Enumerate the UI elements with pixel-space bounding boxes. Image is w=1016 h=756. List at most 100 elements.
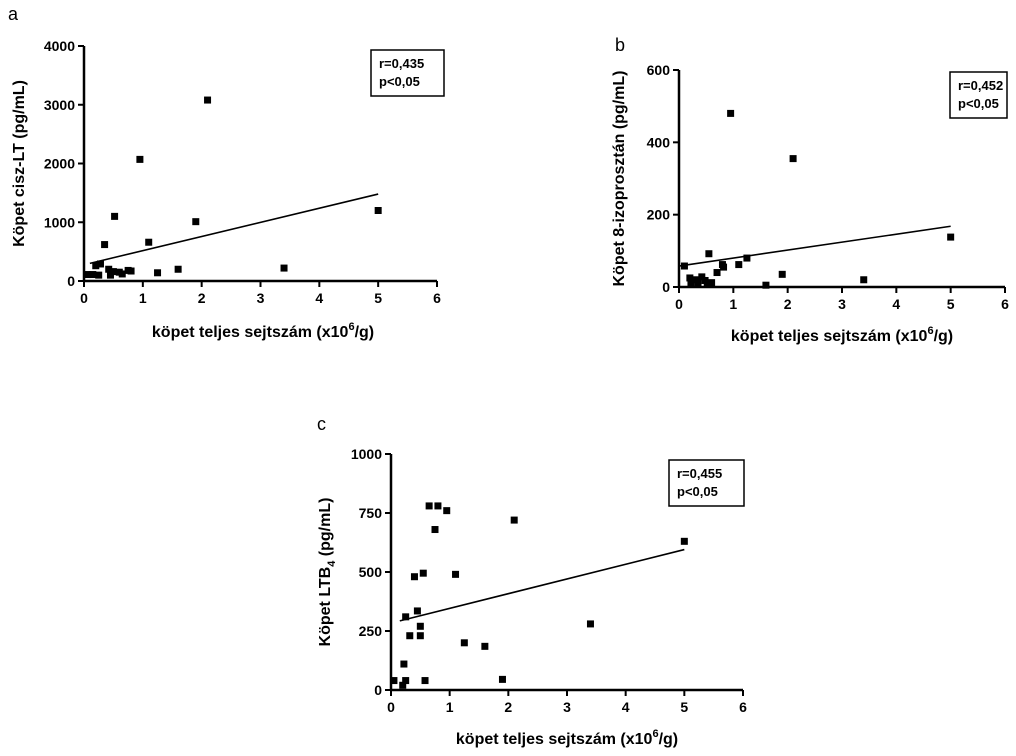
data-point — [400, 660, 408, 668]
x-tick-label: 1 — [729, 296, 737, 312]
y-tick-label: 200 — [647, 207, 671, 223]
data-point — [713, 269, 721, 277]
data-point — [106, 271, 114, 279]
y-axis-title-main: Köpet cisz-LT (pg/mL) — [11, 80, 28, 247]
x-axis-title: köpet teljes sejtszám (x106/g) — [456, 728, 678, 748]
x-tick-label: 6 — [433, 290, 441, 306]
data-point — [410, 573, 418, 581]
x-tick-label: 1 — [139, 290, 147, 306]
data-point — [413, 607, 421, 615]
y-axis-title: Köpet 8-izoprosztán (pg/mL) — [611, 71, 628, 287]
x-tick-label: 2 — [784, 296, 792, 312]
data-point — [694, 279, 702, 287]
y-tick-label: 400 — [647, 134, 671, 150]
y-tick-label: 0 — [662, 279, 670, 295]
x-axis-title-tail: /g) — [659, 731, 679, 748]
x-tick-label: 2 — [504, 699, 512, 715]
data-point — [390, 677, 398, 685]
x-axis-title: köpet teljes sejtszám (x106/g) — [731, 325, 953, 345]
data-point — [416, 622, 424, 630]
y-axis-title-main: Köpet LTB — [317, 567, 334, 647]
data-point — [419, 569, 427, 577]
data-point — [136, 155, 144, 163]
data-point — [705, 250, 713, 258]
x-tick-label: 3 — [563, 699, 571, 715]
data-point — [434, 502, 442, 510]
data-point — [92, 262, 100, 270]
x-axis-title-main: köpet teljes sejtszám (x10 — [152, 324, 349, 341]
panel-letter: a — [8, 4, 19, 24]
y-tick-label: 1000 — [44, 214, 75, 230]
data-point — [947, 233, 955, 241]
data-point — [686, 274, 694, 282]
data-point — [498, 675, 506, 683]
data-point — [204, 96, 212, 104]
stats-box — [370, 49, 445, 97]
x-tick-label: 5 — [374, 290, 382, 306]
x-tick-label: 0 — [387, 699, 395, 715]
data-point — [402, 613, 410, 621]
stat-p-value: p<0,05 — [958, 96, 999, 111]
y-tick-label: 500 — [359, 564, 383, 580]
regression-line — [678, 225, 951, 267]
data-point — [452, 570, 460, 578]
data-point — [680, 262, 688, 270]
data-point — [789, 155, 797, 163]
y-tick-label: 600 — [647, 62, 671, 78]
data-point — [192, 218, 200, 226]
data-point — [703, 280, 711, 288]
chart-panel-c: c 0 1 2 3 4 5 6 0 250 500 750 1000 köpet teljes sejts… — [317, 414, 747, 748]
x-tick-label: 3 — [257, 290, 265, 306]
data-point — [280, 264, 288, 272]
x-axis-title-sup: 6 — [927, 325, 933, 337]
y-axis-title-tail: (pg/mL) — [317, 498, 334, 561]
data-point — [399, 681, 407, 689]
chart-panel-b: b 0 1 2 3 4 5 6 0 200 400 600 köpet teljes sejtszám … — [611, 35, 1009, 345]
y-tick-label: 2000 — [44, 156, 75, 172]
x-axis-title-tail: /g) — [934, 328, 954, 345]
x-tick-label: 5 — [947, 296, 955, 312]
stats-box — [949, 71, 1008, 119]
stat-p-value: p<0,05 — [677, 484, 718, 499]
x-tick-label: 3 — [838, 296, 846, 312]
y-axis-title: Köpet LTB4 (pg/mL) — [317, 498, 338, 647]
x-axis-title-sup: 6 — [348, 321, 354, 333]
y-tick-label: 0 — [374, 682, 382, 698]
chart-panel-a: a 0 1 2 3 4 5 6 0 1000 2000 3000 4000 köpet teljes se… — [8, 4, 445, 341]
data-point — [762, 281, 770, 289]
y-axis-title: Köpet cisz-LT (pg/mL) — [11, 80, 28, 247]
x-tick-label: 0 — [675, 296, 683, 312]
y-axis-title-sub: 4 — [326, 560, 338, 567]
data-point — [860, 276, 868, 284]
stat-r-value: r=0,455 — [677, 466, 722, 481]
data-point — [145, 238, 153, 246]
data-point — [374, 207, 382, 214]
y-tick-label: 750 — [359, 505, 383, 521]
data-point — [118, 270, 126, 278]
stats-box — [668, 459, 745, 507]
regression-line — [89, 193, 379, 265]
data-point — [402, 677, 410, 685]
x-tick-label: 0 — [80, 290, 88, 306]
x-tick-label: 5 — [680, 699, 688, 715]
data-point — [101, 241, 109, 249]
data-point — [460, 639, 468, 647]
stat-p-value: p<0,05 — [379, 74, 420, 89]
x-tick-label: 1 — [446, 699, 454, 715]
data-point — [510, 516, 518, 524]
x-tick-label: 6 — [1001, 296, 1009, 312]
stat-r-value: r=0,435 — [379, 56, 424, 71]
data-point — [698, 273, 706, 281]
x-tick-label: 4 — [892, 296, 900, 312]
data-point — [109, 268, 117, 276]
y-tick-label: 1000 — [351, 446, 382, 462]
data-point — [425, 502, 433, 510]
data-point — [406, 632, 414, 640]
x-tick-label: 2 — [198, 290, 206, 306]
data-point — [720, 263, 728, 271]
regression-line — [399, 548, 685, 622]
x-axis-title-main: köpet teljes sejtszám (x10 — [456, 731, 653, 748]
x-tick-label: 4 — [622, 699, 630, 715]
data-point — [105, 265, 113, 273]
